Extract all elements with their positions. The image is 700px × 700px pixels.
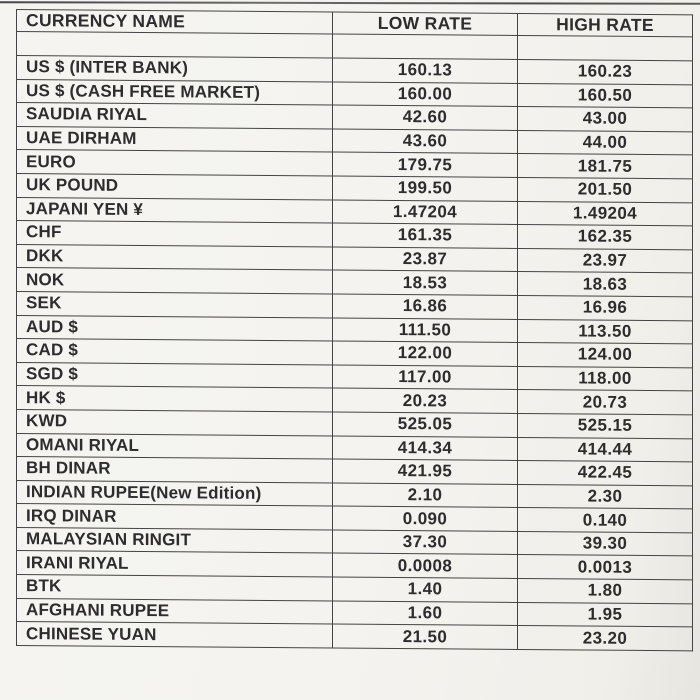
low-rate-cell: 37.30 [332,529,518,555]
low-rate-cell: 23.87 [332,246,518,272]
column-header-high-rate: HIGH RATE [517,13,693,37]
high-rate-cell: 124.00 [517,342,693,368]
currency-name-cell: SAUDIA RIYAL [16,102,333,129]
low-rate-cell: 0.0008 [332,553,518,579]
currency-name-cell: AUD $ [16,315,333,342]
high-rate-cell: 162.35 [517,224,693,250]
currency-name-cell: AFGHANI RUPEE [16,598,333,625]
empty-cell [332,33,518,60]
currency-name-cell: INDIAN RUPEE(New Edition) [16,480,333,507]
currency-name-cell: CHF [16,220,333,247]
low-rate-cell: 2.10 [332,482,518,508]
currency-name-cell: OMANI RIYAL [16,433,333,460]
high-rate-cell: 43.00 [517,106,693,132]
high-rate-cell: 201.50 [517,177,693,203]
low-rate-cell: 1.40 [332,577,518,603]
high-rate-cell: 414.44 [517,436,693,462]
high-rate-cell: 44.00 [517,130,693,156]
column-header-low-rate: LOW RATE [332,11,518,36]
low-rate-cell: 43.60 [332,128,518,154]
high-rate-cell: 2.30 [517,484,693,510]
high-rate-cell: 160.50 [517,83,693,109]
currency-name-cell: SGD $ [16,362,333,389]
currency-rate-table: CURRENCY NAME LOW RATE HIGH RATE US $ (I… [16,9,693,651]
low-rate-cell: 160.13 [332,57,518,84]
currency-name-cell: US $ (INTER BANK) [16,55,333,82]
low-rate-cell: 16.86 [332,293,518,319]
empty-cell [517,35,693,61]
low-rate-cell: 179.75 [332,152,518,178]
low-rate-cell: 21.50 [332,624,518,650]
high-rate-cell: 18.63 [517,271,693,297]
high-rate-cell: 39.30 [517,531,693,557]
low-rate-cell: 1.47204 [332,199,518,225]
high-rate-cell: 160.23 [517,59,693,85]
low-rate-cell: 1.60 [332,600,518,626]
currency-name-cell: DKK [16,244,333,271]
table-row: CHINESE YUAN 21.50 23.20 [16,621,693,651]
currency-name-cell: MALAYSIAN RINGIT [16,527,333,554]
currency-name-cell: UK POUND [16,173,333,200]
high-rate-cell: 422.45 [517,460,693,486]
currency-name-cell: JAPANI YEN ¥ [16,197,333,224]
currency-name-cell: BTK [16,574,333,601]
table-body: US $ (INTER BANK) 160.13 160.23 US $ (CA… [16,55,693,651]
currency-name-cell: SEK [16,291,333,318]
column-header-currency-name: CURRENCY NAME [16,9,333,34]
low-rate-cell: 42.60 [332,105,518,131]
currency-name-cell: CHINESE YUAN [16,621,333,648]
high-rate-cell: 0.0013 [517,554,693,580]
high-rate-cell: 16.96 [517,295,693,321]
high-rate-cell: 23.20 [517,625,693,651]
low-rate-cell: 160.00 [332,81,518,107]
low-rate-cell: 117.00 [332,364,518,390]
high-rate-cell: 118.00 [517,366,693,392]
currency-name-cell: IRANI RIYAL [16,550,333,578]
high-rate-cell: 181.75 [517,153,693,179]
low-rate-cell: 161.35 [332,223,518,249]
currency-name-cell: BH DINAR [16,456,333,483]
low-rate-cell: 0.090 [332,506,518,532]
high-rate-cell: 20.73 [517,389,693,415]
currency-name-cell: KWD [16,409,333,436]
currency-name-cell: NOK [16,267,333,294]
currency-name-cell: CAD $ [16,338,333,365]
low-rate-cell: 20.23 [332,388,518,414]
low-rate-cell: 122.00 [332,341,518,367]
low-rate-cell: 199.50 [332,175,518,202]
high-rate-cell: 23.97 [517,248,693,274]
low-rate-cell: 111.50 [332,317,518,343]
high-rate-cell: 525.15 [517,413,693,439]
low-rate-cell: 421.95 [332,459,518,485]
scan-artifact-line [0,1,700,5]
currency-name-cell: EURO [16,149,333,176]
currency-name-cell: IRQ DINAR [16,503,333,530]
low-rate-cell: 525.05 [332,411,518,437]
currency-name-cell: US $ (CASH FREE MARKET) [16,79,333,106]
high-rate-cell: 0.140 [517,507,693,533]
high-rate-cell: 113.50 [517,318,693,344]
currency-name-cell: UAE DIRHAM [16,126,333,153]
high-rate-cell: 1.49204 [517,201,693,226]
low-rate-cell: 18.53 [332,270,518,296]
low-rate-cell: 414.34 [332,435,518,461]
empty-cell [16,31,333,58]
currency-name-cell: HK $ [16,385,333,412]
high-rate-cell: 1.80 [517,578,693,604]
high-rate-cell: 1.95 [517,602,693,628]
